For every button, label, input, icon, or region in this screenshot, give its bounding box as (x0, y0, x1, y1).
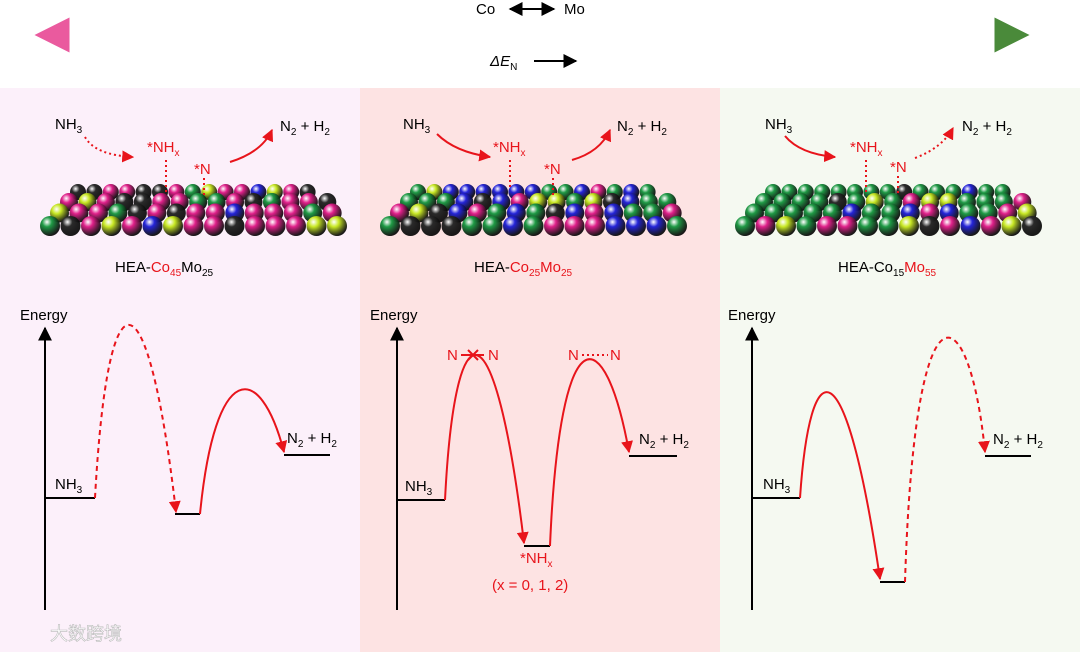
panel-bg (360, 88, 720, 652)
arrow (784, 135, 837, 163)
atom (919, 216, 940, 236)
atom (960, 216, 981, 236)
atom (755, 216, 776, 236)
slabs (40, 184, 1042, 236)
barrier (199, 388, 288, 515)
atom (400, 216, 421, 236)
atom (1022, 216, 1042, 236)
atom (837, 216, 858, 236)
level-label: N2 + H2 (639, 431, 689, 451)
atom (878, 216, 899, 236)
intermediate: *NHx (850, 139, 883, 159)
barrier (799, 391, 885, 581)
atom (265, 216, 286, 236)
atom (796, 216, 817, 236)
panel-bg (720, 88, 1080, 652)
atom (204, 216, 224, 236)
barrier (549, 358, 633, 547)
watermark: 大数跨境 (50, 624, 122, 644)
atom (327, 216, 347, 236)
atom (503, 216, 523, 236)
catalyst-label: HEA-Co45Mo25 (115, 259, 214, 279)
atom (441, 216, 462, 236)
product: N2 + H2 (617, 118, 667, 138)
atom (605, 216, 626, 236)
ts-atom: N (610, 347, 621, 364)
catalyst-label: HEA-Co25Mo25 (474, 259, 573, 279)
delta-label: ΔEN (489, 53, 517, 73)
intermediate: *NHx (493, 139, 526, 159)
product: N2 + H2 (280, 118, 330, 138)
ts-atom: N (488, 347, 499, 364)
atom (735, 216, 755, 236)
atom (122, 216, 142, 236)
arrow (571, 128, 611, 161)
level-label: NH3 (405, 478, 433, 498)
adsorbed: *N (544, 161, 561, 178)
atom (899, 216, 919, 236)
axis-label: Energy (20, 307, 68, 324)
co-label: Co (476, 1, 495, 18)
atom (81, 216, 101, 236)
atom (183, 216, 204, 236)
atom (544, 216, 564, 236)
atom (482, 216, 503, 236)
atom (421, 216, 441, 236)
atom (224, 216, 245, 236)
adsorbed: *N (890, 159, 907, 176)
atom (101, 216, 122, 236)
adsorbed: *N (194, 161, 211, 178)
panel: NH3 *NHx *N N2 + H2 HEA-Co45Mo25 Energy … (20, 116, 337, 610)
atom (142, 216, 163, 236)
atom (245, 216, 265, 236)
atom (1001, 216, 1022, 236)
atom (981, 216, 1001, 236)
panel-bg (0, 88, 360, 652)
atom (286, 216, 306, 236)
panel: NH3 *NHx *N N2 + H2 HEA-Co15Mo55 Energy … (728, 116, 1043, 610)
level-label: NH3 (763, 476, 791, 496)
atom (163, 216, 183, 236)
barrier (94, 323, 181, 514)
atom (940, 216, 960, 236)
reactant: NH3 (765, 116, 793, 136)
level-label: NH3 (55, 476, 83, 496)
axis-label: Energy (370, 307, 418, 324)
reactant: NH3 (403, 116, 431, 136)
atom (667, 216, 687, 236)
atom (858, 216, 878, 236)
reactant: NH3 (55, 116, 83, 136)
atom (523, 216, 544, 236)
product: N2 + H2 (962, 118, 1012, 138)
arrow (914, 126, 954, 159)
intermediate: *NHx (147, 139, 180, 159)
atom (306, 216, 327, 236)
atom (817, 216, 837, 236)
atom (40, 216, 60, 236)
atom (380, 216, 400, 236)
panel: NH3 *NHx *N N2 + H2 HEA-Co25Mo25 Energy … (370, 116, 689, 610)
mo-label: Mo (564, 1, 585, 18)
atom (60, 216, 81, 236)
atom (646, 216, 667, 236)
break-mark (467, 349, 479, 361)
atom (776, 216, 796, 236)
level-label: N2 + H2 (993, 431, 1043, 451)
note: (x = 0, 1, 2) (492, 577, 568, 594)
catalyst-label: HEA-Co15Mo55 (838, 259, 937, 279)
arrow (436, 133, 492, 162)
atom (626, 216, 646, 236)
atom (585, 216, 605, 236)
ts-atom: N (447, 347, 458, 364)
ts-atom: N (568, 347, 579, 364)
arrow (229, 128, 273, 163)
atom (462, 216, 482, 236)
axis-label: Energy (728, 307, 776, 324)
level-label: *NHx (520, 550, 553, 570)
level-label: N2 + H2 (287, 430, 337, 450)
atom (564, 216, 585, 236)
